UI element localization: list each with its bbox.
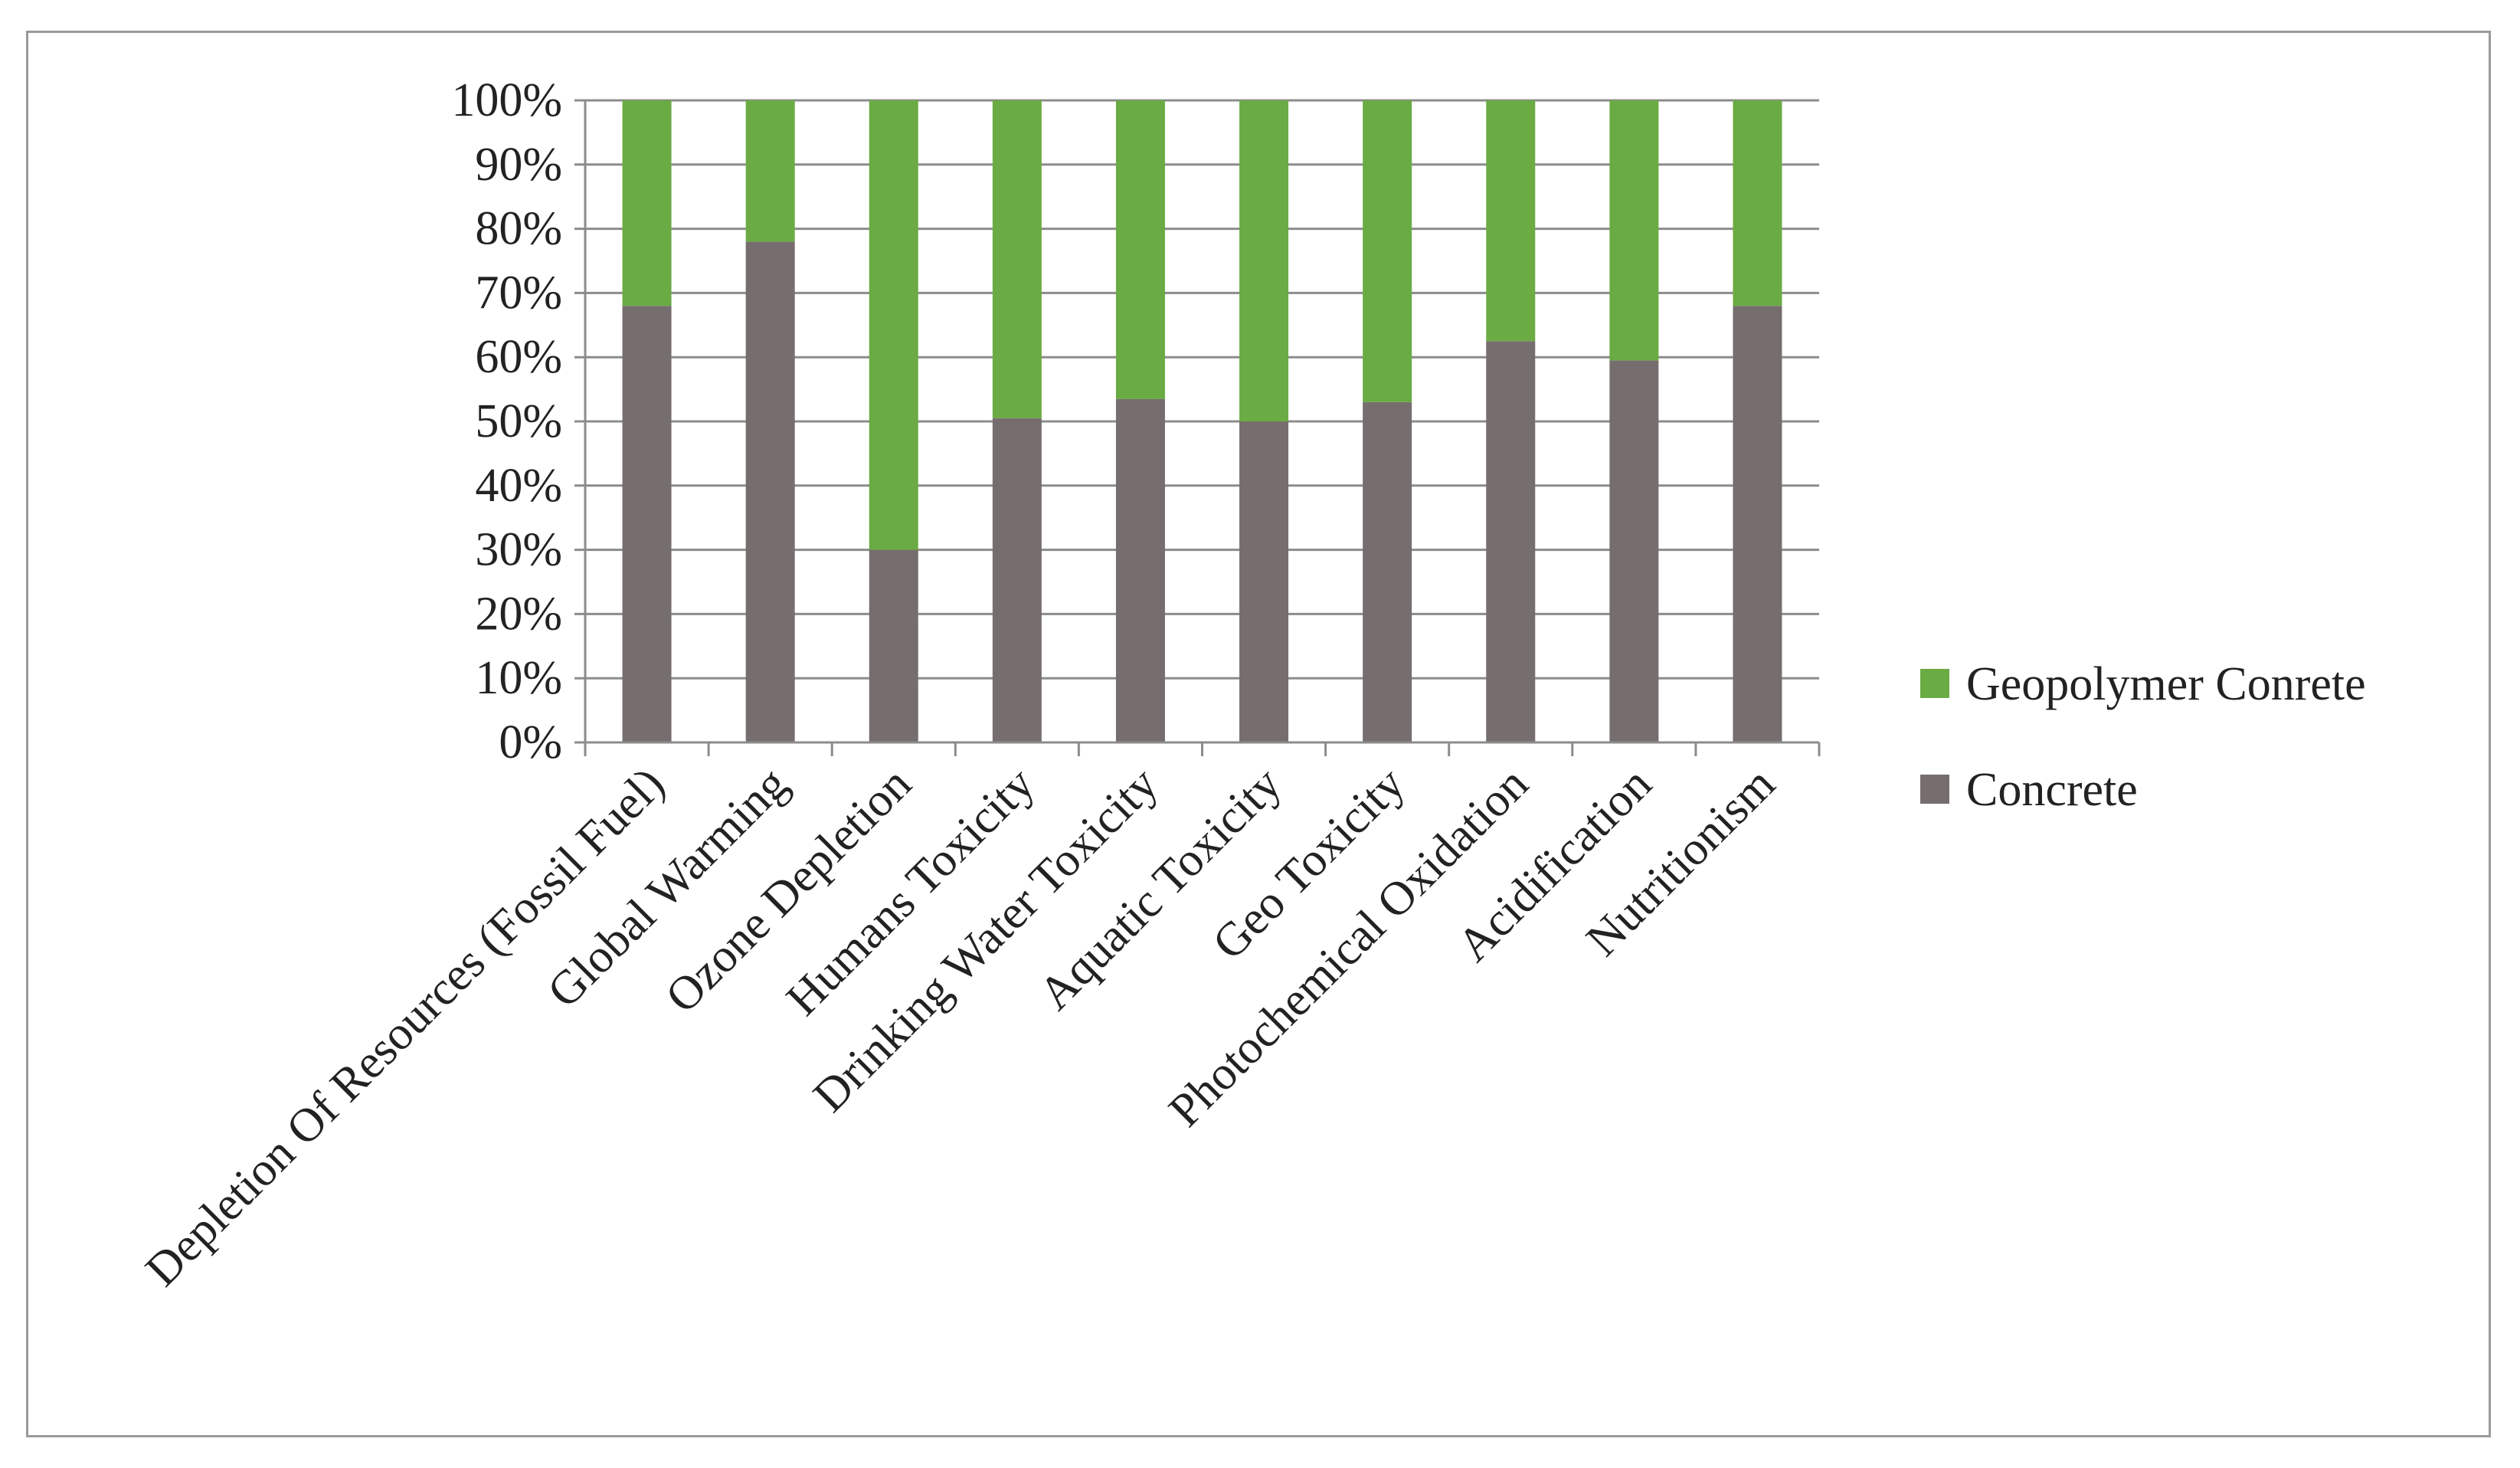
legend: Geopolymer Conrete Concrete (1920, 658, 2366, 816)
legend-label: Concrete (1966, 764, 2138, 816)
category-labels: Depletion Of Resources (Fossil Fuel)Glob… (136, 758, 1785, 1296)
stacked-bar-chart: 0% 10% 20% 30% 40% 50% 60% 70% 80% 90% 100% Deplet… (136, 74, 2366, 1296)
bar-concrete (1239, 421, 1289, 742)
bar-geopolymer-concrete (1733, 100, 1782, 306)
bar-geopolymer-concrete (745, 100, 795, 242)
bar-concrete (992, 418, 1042, 742)
legend-label: Geopolymer Conrete (1966, 658, 2366, 710)
y-tick-label: 100% (451, 74, 562, 126)
y-tick-label: 90% (475, 139, 562, 191)
bars (622, 100, 1782, 742)
bar-geopolymer-concrete (1115, 100, 1165, 399)
y-tick-label: 40% (475, 460, 562, 512)
legend-swatch (1920, 775, 1949, 804)
category-label: Depletion Of Resources (Fossil Fuel) (136, 758, 674, 1296)
y-tick-label: 80% (475, 203, 562, 255)
y-tick-label: 30% (475, 524, 562, 576)
bar-concrete (1115, 398, 1165, 742)
legend-swatch (1920, 669, 1949, 698)
bar-concrete (1363, 401, 1412, 742)
y-tick-label: 20% (475, 588, 562, 640)
bar-concrete (869, 549, 918, 742)
chart-frame: 0% 10% 20% 30% 40% 50% 60% 70% 80% 90% 100% Deplet… (26, 31, 2491, 1437)
y-tick-label: 50% (475, 395, 562, 447)
bar-geopolymer-concrete (1363, 100, 1412, 402)
bar-geopolymer-concrete (1239, 100, 1289, 421)
bar-concrete (622, 306, 672, 742)
y-tick-label: 60% (475, 331, 562, 383)
axes (584, 100, 1821, 756)
y-tick-label: 10% (475, 652, 562, 704)
y-tick-label: 70% (475, 267, 562, 319)
y-tick-label: 0% (499, 716, 562, 768)
bar-concrete (1486, 341, 1536, 742)
bar-geopolymer-concrete (869, 100, 918, 550)
y-tick-labels: 0% 10% 20% 30% 40% 50% 60% 70% 80% 90% 100% (451, 74, 562, 768)
bar-concrete (1733, 306, 1782, 742)
bar-geopolymer-concrete (1486, 100, 1536, 342)
bar-geopolymer-concrete (1609, 100, 1659, 361)
bar-concrete (1609, 360, 1659, 742)
bar-geopolymer-concrete (622, 100, 672, 306)
bar-concrete (745, 241, 795, 742)
bar-geopolymer-concrete (992, 100, 1042, 418)
